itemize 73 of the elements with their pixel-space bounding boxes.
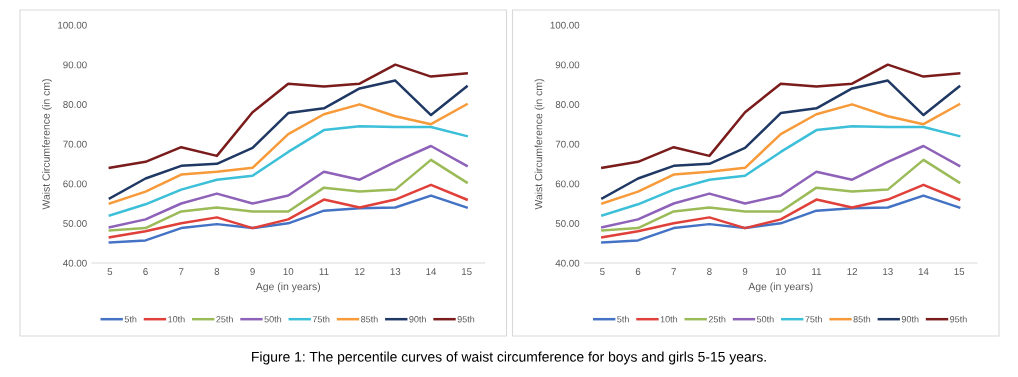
- legend-label: 95th: [457, 315, 475, 323]
- line-series: [601, 79, 961, 200]
- legend-label: 25th: [708, 315, 726, 323]
- line-series: [108, 63, 468, 170]
- y-axis-title: Waist Circumference (in cm): [42, 79, 52, 210]
- line-series: [601, 103, 961, 205]
- line-series: [601, 194, 961, 244]
- x-tick-label: 13: [883, 268, 893, 275]
- y-tick-label: 100.00: [58, 21, 87, 29]
- y-tick-label: 90.00: [63, 61, 87, 69]
- x-tick-label: 7: [179, 268, 184, 275]
- y-tick-label: 70.00: [555, 140, 580, 148]
- line-series: [108, 144, 468, 229]
- x-tick-label: 9: [250, 268, 255, 275]
- y-tick-label: 40.00: [555, 259, 580, 267]
- line-series: [108, 124, 468, 217]
- legend-label: 75th: [312, 315, 330, 323]
- x-tick-label: 15: [461, 268, 472, 275]
- x-tick-label: 8: [707, 268, 712, 275]
- x-tick-label: 13: [390, 268, 401, 275]
- caption: Figure 1: The percentile curves of waist circumference for boys and girls 5-15 years.: [252, 351, 766, 365]
- legend-label: 5th: [124, 315, 137, 323]
- legend-label: 75th: [805, 315, 822, 323]
- legend-label: 25th: [216, 315, 233, 323]
- y-tick-label: 80.00: [63, 101, 87, 108]
- y-tick-label: 60.00: [555, 180, 580, 188]
- x-tick-label: 6: [635, 268, 641, 275]
- y-axis-title: Waist Circumference (in cm): [534, 79, 545, 210]
- line-series: [601, 144, 961, 229]
- legend-label: 5th: [617, 315, 629, 323]
- y-tick-label: 40.00: [63, 259, 87, 267]
- x-tick-label: 15: [954, 268, 965, 275]
- line-series: [601, 63, 961, 170]
- x-tick-label: 5: [107, 268, 113, 275]
- line-series: [108, 194, 468, 244]
- x-tick-label: 6: [143, 268, 148, 275]
- x-axis-title: Age (in years): [255, 282, 321, 293]
- line-series: [108, 158, 468, 232]
- legend-label: 50th: [264, 315, 282, 323]
- x-tick-label: 14: [918, 268, 929, 275]
- legend-label: 50th: [756, 315, 774, 323]
- line-series: [601, 183, 961, 239]
- x-tick-label: 5: [600, 268, 605, 275]
- y-tick-label: 80.00: [555, 101, 580, 108]
- x-tick-label: 9: [742, 268, 748, 275]
- y-tick-label: 70.00: [63, 140, 87, 148]
- legend-label: 10th: [168, 315, 185, 323]
- line-series: [601, 124, 961, 217]
- y-tick-label: 50.00: [63, 220, 87, 227]
- x-axis-title: Age (in years): [748, 282, 813, 293]
- y-tick-label: 60.00: [63, 180, 87, 188]
- legend-label: 10th: [660, 315, 678, 323]
- x-tick-label: 12: [847, 268, 858, 275]
- x-tick-label: 11: [812, 268, 822, 275]
- x-tick-label: 7: [671, 268, 676, 275]
- line-series: [108, 103, 468, 205]
- line-series: [108, 79, 468, 200]
- legend-label: 95th: [950, 315, 967, 323]
- line-series: [108, 183, 468, 239]
- y-tick-label: 90.00: [555, 61, 580, 69]
- x-tick-label: 11: [319, 268, 329, 275]
- legend-label: 90th: [901, 315, 919, 323]
- x-tick-label: 14: [426, 268, 437, 275]
- legend-label: 90th: [409, 315, 426, 323]
- x-tick-label: 8: [214, 268, 220, 275]
- y-tick-label: 50.00: [555, 220, 580, 227]
- x-tick-label: 12: [354, 268, 365, 275]
- x-tick-label: 10: [776, 268, 786, 275]
- legend-label: 85th: [853, 315, 871, 323]
- line-series: [601, 158, 961, 232]
- x-tick-label: 10: [283, 268, 294, 275]
- y-tick-label: 100.00: [550, 21, 580, 29]
- legend-label: 85th: [361, 315, 378, 323]
